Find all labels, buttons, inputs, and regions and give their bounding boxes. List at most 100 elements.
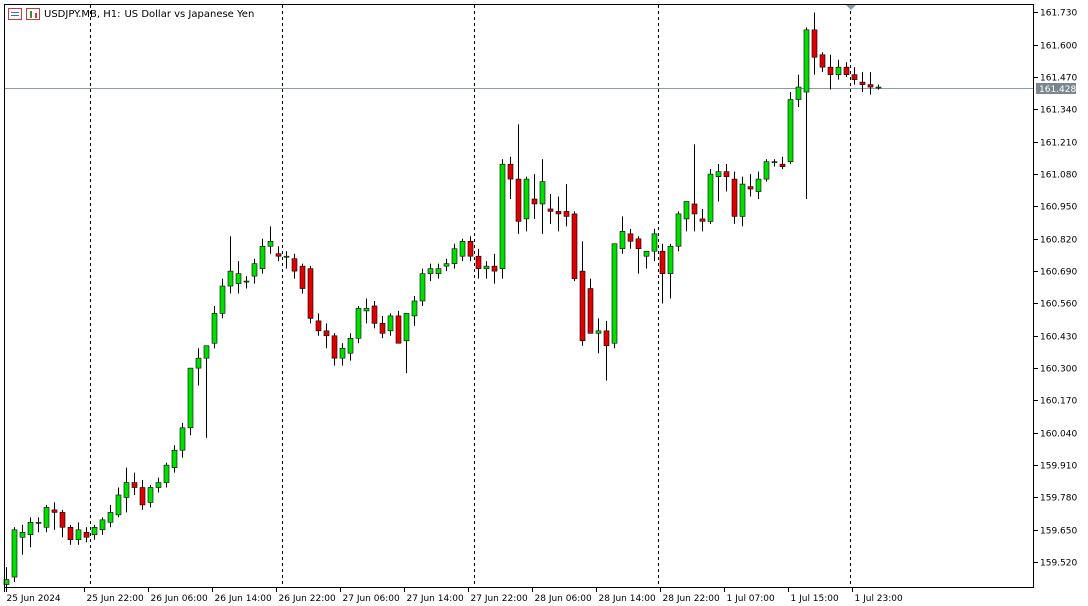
bear-candle <box>779 163 786 167</box>
bear-candle <box>291 258 298 272</box>
bull-candle <box>835 66 842 75</box>
bull-candle <box>619 231 626 250</box>
price-tick-label: 160.560 <box>1040 300 1077 310</box>
price-tick-label: 160.040 <box>1040 430 1077 440</box>
bear-candle <box>379 323 386 334</box>
symbol-label: USDJPY.MB, H1: <box>44 8 121 20</box>
bear-candle <box>51 509 58 513</box>
bull-candle <box>763 161 770 180</box>
bear-candle <box>691 203 698 215</box>
plot-frame <box>4 4 1034 588</box>
time-tick-label: 25 Jun 2024 <box>7 594 61 604</box>
bear-candle <box>275 253 282 257</box>
bear-candle <box>531 198 538 205</box>
bear-candle <box>859 81 866 85</box>
time-tick-label: 26 Jun 22:00 <box>279 594 336 604</box>
price-tick-label: 161.340 <box>1040 106 1077 116</box>
bear-candle <box>659 250 666 274</box>
bear-candle <box>819 54 826 68</box>
bear-candle <box>827 66 834 75</box>
bull-candle <box>875 86 882 89</box>
bull-candle <box>707 173 714 222</box>
bull-candle <box>227 270 234 287</box>
bull-candle <box>675 213 682 247</box>
price-axis[interactable]: 161.730 161.600 161.470 161.340 161.210 161.0… <box>1034 9 1077 569</box>
time-tick-label: 27 Jun 14:00 <box>407 594 464 604</box>
bear-candle <box>731 178 738 217</box>
bull-candle <box>179 427 186 451</box>
bull-candle <box>155 482 162 488</box>
bull-candle <box>795 86 802 100</box>
bull-candle <box>19 531 26 538</box>
bull-candle <box>539 181 546 205</box>
price-tick-label: 161.470 <box>1040 74 1077 84</box>
bull-candle <box>267 240 274 247</box>
bull-candle <box>107 512 114 523</box>
symbol-list-icon[interactable] <box>8 8 22 20</box>
symbol-description: US Dollar vs Japanese Yen <box>124 8 255 20</box>
bull-candle <box>99 519 106 531</box>
bear-candle <box>811 29 818 58</box>
bear-candle <box>867 84 874 88</box>
bear-candle <box>475 255 482 269</box>
time-tick-label: 1 Jul 15:00 <box>791 594 840 604</box>
bear-candle <box>603 330 610 347</box>
time-tick-label: 28 Jun 22:00 <box>663 594 720 604</box>
bull-candle <box>427 268 434 274</box>
candles <box>3 12 882 592</box>
bull-candle <box>459 240 466 257</box>
bull-candle <box>147 487 154 503</box>
price-tick-label: 159.650 <box>1040 527 1077 537</box>
price-tick-label: 160.690 <box>1040 268 1077 278</box>
bear-candle <box>83 531 90 538</box>
bear-candle <box>307 268 314 319</box>
bull-candle <box>43 507 50 528</box>
price-tick-label: 160.430 <box>1040 333 1077 343</box>
price-tick-label: 161.210 <box>1040 139 1077 149</box>
bear-candle <box>547 208 554 212</box>
bull-candle <box>251 263 258 277</box>
time-tick-label: 26 Jun 06:00 <box>151 594 208 604</box>
current-price-value: 161.428 <box>1039 85 1076 95</box>
bear-candle <box>323 330 330 337</box>
bull-candle <box>403 313 410 342</box>
bear-candle <box>67 527 74 541</box>
bull-candle <box>75 529 82 541</box>
price-tick-label: 160.820 <box>1040 236 1077 246</box>
bear-candle <box>507 163 514 180</box>
bull-candle <box>771 161 778 163</box>
bull-candle <box>715 171 722 177</box>
time-tick-label: 28 Jun 06:00 <box>535 594 592 604</box>
chart-header: USDJPY.MB, H1: US Dollar vs Japanese Yen <box>8 6 254 22</box>
bear-candle <box>579 270 586 342</box>
bear-candle <box>467 240 474 257</box>
bull-candle <box>803 29 810 93</box>
bull-candle <box>283 255 290 258</box>
bull-candle <box>259 245 266 269</box>
bull-candle <box>667 245 674 274</box>
bull-candle <box>387 315 394 332</box>
bull-candle <box>219 285 226 314</box>
bull-candle <box>683 201 690 220</box>
bear-candle <box>131 482 138 488</box>
bull-candle <box>163 464 170 483</box>
shift-marker-icon[interactable] <box>846 5 856 10</box>
bear-candle <box>395 315 402 344</box>
bear-candle <box>699 218 706 222</box>
price-tick-label: 159.520 <box>1040 559 1077 569</box>
bull-candle <box>523 178 530 220</box>
time-tick-label: 27 Jun 22:00 <box>471 594 528 604</box>
bear-candle <box>315 320 322 332</box>
bull-candle <box>611 243 618 344</box>
bear-candle <box>747 186 754 190</box>
bull-candle <box>347 337 354 354</box>
bull-candle <box>595 330 602 334</box>
price-tick-label: 161.080 <box>1040 171 1077 181</box>
time-axis[interactable]: 25 Jun 2024 25 Jun 22:00 26 Jun 06:00 26 Ju… <box>4 587 904 604</box>
time-tick-label: 27 Jun 06:00 <box>343 594 400 604</box>
bull-candle <box>211 313 218 344</box>
chart-bars-icon[interactable] <box>26 8 40 20</box>
bear-candle <box>491 265 498 272</box>
time-tick-label: 25 Jun 22:00 <box>87 594 144 604</box>
